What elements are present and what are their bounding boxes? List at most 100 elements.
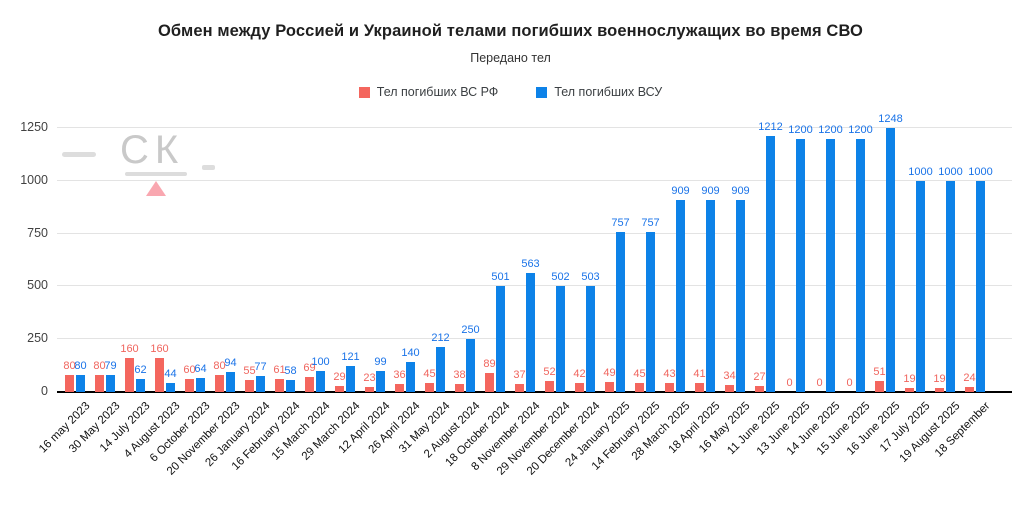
y-axis-label: 500	[27, 278, 48, 293]
value-label-vsu: 212	[431, 332, 450, 345]
value-label-rf: 37	[513, 369, 526, 382]
value-label-vsu: 79	[104, 360, 117, 373]
x-axis-label: 18 September	[932, 400, 993, 460]
value-label-rf: 42	[573, 368, 586, 381]
value-label-rf: 0	[846, 377, 853, 389]
bar-rf	[905, 388, 914, 392]
bar-vsu	[316, 370, 325, 392]
bar-rf	[665, 382, 674, 392]
bar-vsu	[916, 180, 925, 392]
value-label-rf: 0	[786, 377, 793, 389]
value-label-vsu: 64	[194, 363, 207, 376]
bar-rf	[545, 381, 554, 392]
chart-subtitle: Передано тел	[470, 51, 551, 65]
value-label-rf: 55	[243, 365, 256, 378]
value-label-rf: 41	[693, 368, 706, 381]
bar-rf	[425, 382, 434, 392]
bar-vsu	[706, 200, 715, 392]
y-axis-label: 0	[41, 384, 48, 398]
value-label-vsu: 1000	[938, 165, 963, 178]
bar-rf	[515, 384, 524, 392]
value-label-vsu: 94	[224, 357, 237, 370]
legend-item-rf: Тел погибших ВС РФ	[358, 85, 498, 99]
bar-rf	[365, 387, 374, 392]
bar-rf	[95, 375, 104, 392]
value-label-vsu: 58	[284, 364, 297, 377]
legend-item-vsu: Тел погибших ВСУ	[536, 85, 662, 99]
bar-vsu	[616, 232, 625, 392]
bar-rf	[65, 375, 74, 392]
value-label-vsu: 909	[671, 185, 690, 198]
value-label-vsu: 1000	[908, 165, 933, 178]
bar-vsu	[376, 371, 385, 392]
value-label-vsu: 62	[134, 363, 147, 376]
bar-vsu	[586, 285, 595, 392]
bar-vsu	[796, 138, 805, 392]
value-label-rf: 160	[120, 343, 139, 356]
bar-rf	[125, 358, 134, 392]
bar-vsu	[406, 362, 415, 392]
bar-vsu	[436, 347, 445, 392]
chart-title: Обмен между Россией и Украиной телами по…	[158, 22, 863, 40]
legend-swatch-rf-icon	[358, 86, 370, 98]
value-label-vsu: 80	[74, 360, 87, 373]
value-label-vsu: 1200	[848, 123, 873, 136]
value-label-rf: 29	[333, 370, 346, 383]
y-axis-label: 250	[27, 331, 48, 346]
value-label-rf: 43	[663, 367, 676, 380]
bar-vsu	[346, 366, 355, 392]
value-label-vsu: 140	[401, 347, 420, 360]
value-label-vsu: 1248	[878, 113, 903, 126]
value-label-rf: 61	[273, 364, 286, 377]
value-label-rf: 45	[633, 367, 646, 380]
value-label-vsu: 121	[341, 351, 360, 364]
bar-rf	[485, 373, 494, 392]
bar-rf	[275, 379, 284, 392]
value-label-rf: 80	[93, 360, 106, 373]
bar-vsu	[496, 286, 505, 392]
y-axis-label: 1250	[20, 120, 48, 134]
value-label-rf: 69	[303, 362, 316, 375]
value-label-rf: 45	[423, 367, 436, 380]
value-label-rf: 49	[603, 366, 616, 379]
value-label-rf: 38	[453, 368, 466, 381]
bar-vsu	[736, 200, 745, 392]
bar-vsu	[886, 128, 895, 392]
value-label-rf: 60	[183, 364, 196, 377]
value-label-vsu: 501	[491, 271, 510, 284]
value-label-rf: 160	[150, 343, 169, 356]
y-axis-label: 750	[27, 225, 48, 240]
value-label-vsu: 503	[581, 270, 600, 283]
bar-vsu	[256, 375, 265, 392]
bar-rf	[935, 388, 944, 392]
value-label-rf: 80	[63, 360, 76, 373]
bar-vsu	[646, 232, 655, 392]
bar-rf	[185, 379, 194, 392]
x-axis-label: 16 may 2023	[36, 400, 93, 456]
bar-vsu	[226, 372, 235, 392]
value-label-vsu: 1200	[788, 123, 813, 136]
value-label-rf: 0	[816, 377, 823, 389]
value-label-vsu: 250	[461, 324, 480, 337]
gridline	[57, 179, 1012, 181]
value-label-rf: 34	[723, 369, 736, 382]
value-label-rf: 27	[753, 371, 766, 384]
bar-rf	[605, 381, 614, 392]
value-label-vsu: 1000	[968, 165, 993, 178]
bar-vsu	[106, 375, 115, 392]
legend-label-vsu: Тел погибших ВСУ	[554, 85, 663, 99]
legend-swatch-vsu-icon	[536, 86, 548, 98]
bar-rf	[755, 386, 764, 392]
bar-vsu	[196, 378, 205, 392]
value-label-rf: 36	[393, 369, 406, 382]
bar-rf	[215, 375, 224, 392]
bar-rf	[155, 358, 164, 392]
bar-vsu	[826, 138, 835, 392]
bar-vsu	[946, 180, 955, 392]
value-label-vsu: 1200	[818, 123, 843, 136]
value-label-rf: 89	[483, 358, 496, 371]
bar-rf	[455, 383, 464, 392]
value-label-rf: 51	[873, 366, 886, 379]
bar-vsu	[286, 379, 295, 392]
